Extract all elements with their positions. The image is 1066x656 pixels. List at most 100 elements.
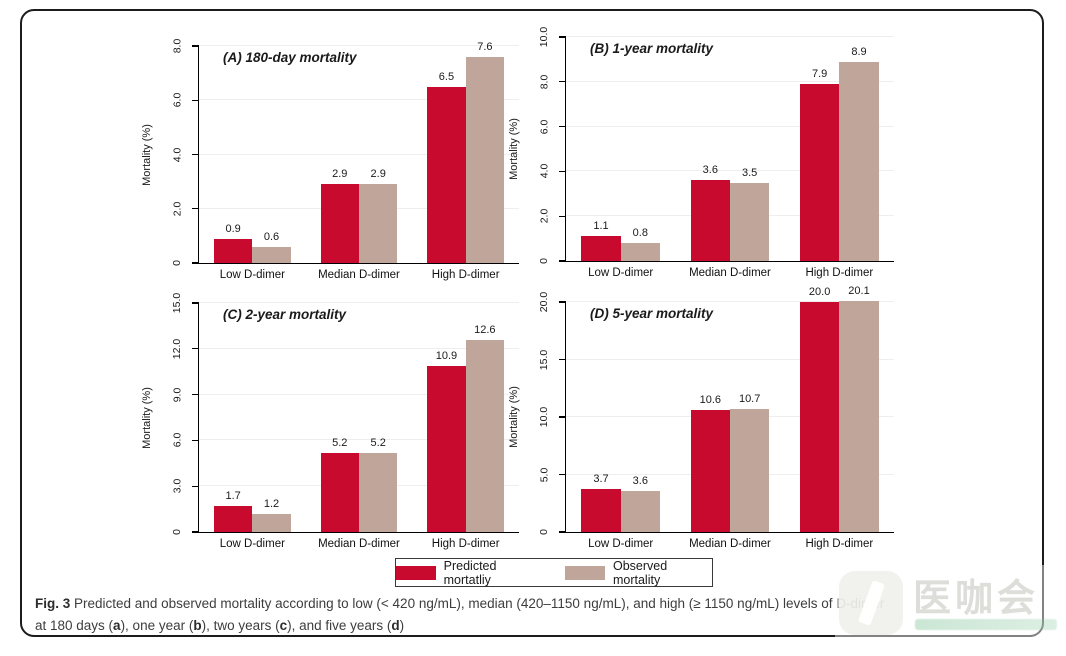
plot-area: 0 2.0 4.0 6.0 8.0 10.0 Mortality (%) (B) 1-year… (508, 27, 894, 279)
observed-bar: 10.7 (729, 393, 770, 532)
caption-segment: b (193, 617, 202, 633)
chart-title: (C) 2-year mortality (223, 307, 347, 322)
y-tick-mark (559, 260, 566, 262)
observed-bar: 3.5 (729, 167, 770, 261)
caption-segment: a (113, 617, 121, 633)
x-category-label: Low D-dimer (588, 538, 654, 550)
caption-segment: at 180 days ( (35, 617, 114, 633)
chart-panel-d: 0 5.0 10.0 15.0 20.0 Mortality (%) (D) 5-year … (508, 285, 894, 550)
x-category-label: Low D-dimer (219, 538, 285, 550)
legend-item-observed: Observed mortality (565, 559, 712, 587)
gridline (199, 45, 519, 46)
bar-group: 1.1 0.8 (566, 37, 675, 261)
observed-bar: 2.9 (358, 168, 398, 263)
bar-group: 7.9 8.9 (785, 37, 894, 261)
x-category-label: Median D-dimer (689, 538, 771, 550)
bar-value-label: 3.6 (702, 164, 718, 177)
y-tick-mark (192, 208, 199, 210)
y-tick-mark (192, 394, 199, 396)
bar-value-label: 20.1 (848, 284, 870, 297)
plot-area: 0 2.0 4.0 6.0 8.0 Mortality (%) (A) 180-day mo… (141, 39, 519, 281)
bar-value-label: 5.2 (370, 436, 386, 449)
gridline (199, 439, 519, 441)
bar-group: 1.7 1.2 (199, 303, 306, 532)
predicted-bar: 10.6 (690, 394, 730, 532)
y-tick-mark (559, 126, 566, 128)
x-category-label: Low D-dimer (219, 269, 285, 281)
predicted-bar: 0.9 (213, 223, 253, 263)
y-tick-mark (559, 301, 566, 303)
gridline (199, 393, 519, 395)
y-tick-mark (192, 485, 199, 487)
y-tick-mark (192, 153, 199, 156)
gridline (566, 80, 894, 82)
gridline (566, 125, 894, 127)
y-tick-mark (192, 99, 199, 101)
bar-group: 5.2 5.2 (306, 303, 413, 532)
y-tick-mark (192, 262, 199, 264)
caption-segment: ), and five years ( (287, 617, 392, 633)
predicted-bar: 3.7 (581, 473, 621, 532)
x-category-label: High D-dimer (805, 538, 874, 550)
y-tick-mark (559, 473, 566, 476)
chart-title: (B) 1-year mortality (590, 41, 714, 56)
figure-card: 0 2.0 4.0 6.0 8.0 Mortality (%) (A) 180-day mo… (20, 9, 1044, 637)
bar-group: 2.9 2.9 (306, 46, 413, 263)
bar-value-label: 3.6 (632, 474, 648, 487)
chart-panel-c: 0 3.0 6.0 9.0 12.0 15.0 Mortality (%) (C) 2-yea… (141, 293, 519, 550)
predicted-bar: 7.9 (799, 68, 840, 261)
y-tick-mark (192, 531, 199, 533)
gridline (566, 36, 894, 37)
bar-group: 10.9 12.6 (412, 303, 519, 532)
bar-group: 6.5 7.6 (412, 41, 519, 263)
bar-value-label: 2.9 (332, 168, 348, 181)
caption-segment: ), two years ( (201, 617, 280, 633)
bar-value-label: 10.7 (738, 392, 761, 405)
predicted-bar: 1.7 (213, 490, 253, 532)
x-category-label: High D-dimer (431, 538, 500, 550)
observed-bar: 5.2 (358, 437, 398, 532)
observed-swatch-icon (565, 565, 605, 580)
bar-value-label: 10.6 (699, 394, 722, 407)
bar-value-label: 12.6 (474, 323, 496, 336)
chart-legend: Predicted mortatliy Observed mortality (395, 558, 713, 587)
x-category-label: Median D-dimer (318, 538, 400, 550)
chart-title: (A) 180-day mortality (223, 50, 357, 65)
predicted-bar: 10.9 (427, 350, 466, 532)
y-tick-mark (192, 348, 199, 350)
bar-group: 20.0 20.1 (785, 285, 894, 532)
predicted-bar: 6.5 (427, 71, 466, 263)
observed-bar: 0.6 (252, 231, 291, 263)
bar-value-label: 8.9 (851, 45, 867, 58)
y-tick-mark (559, 215, 566, 217)
legend-item-predicted: Predicted mortatliy (396, 559, 541, 587)
predicted-bar: 3.6 (690, 164, 730, 261)
observed-bar: 7.6 (465, 41, 505, 263)
bar-value-label: 2.9 (370, 168, 386, 181)
observed-bar: 0.8 (620, 227, 660, 261)
observed-bar: 3.6 (620, 475, 660, 532)
y-tick-mark (192, 45, 199, 47)
x-category-label: High D-dimer (431, 269, 500, 281)
x-category-label: Low D-dimer (588, 267, 654, 279)
y-tick-mark (559, 36, 566, 38)
chart-panel-a: 0 2.0 4.0 6.0 8.0 Mortality (%) (A) 180-day mo… (141, 39, 519, 281)
bar-value-label: 0.6 (263, 230, 280, 243)
caption-segment: ) (399, 617, 405, 633)
legend-label-observed: Observed mortality (612, 558, 668, 587)
bar-group: 0.9 0.6 (199, 46, 306, 263)
caption-segment: ), one year ( (120, 617, 194, 633)
predicted-bar: 20.0 (799, 286, 840, 532)
y-tick-mark (559, 81, 566, 83)
bar-value-label: 0.8 (632, 227, 648, 240)
bar-group: 3.6 3.5 (675, 37, 784, 261)
bar-value-label: 10.9 (435, 349, 458, 362)
x-category-label: Median D-dimer (689, 267, 771, 279)
bar-value-label: 7.6 (477, 40, 493, 53)
bar-value-label: 3.5 (742, 166, 758, 179)
caption-segment: d (391, 617, 400, 633)
y-tick-mark (559, 416, 566, 418)
bar-value-label: 7.9 (811, 68, 828, 81)
y-tick-mark (192, 439, 199, 441)
gridline (199, 153, 519, 155)
